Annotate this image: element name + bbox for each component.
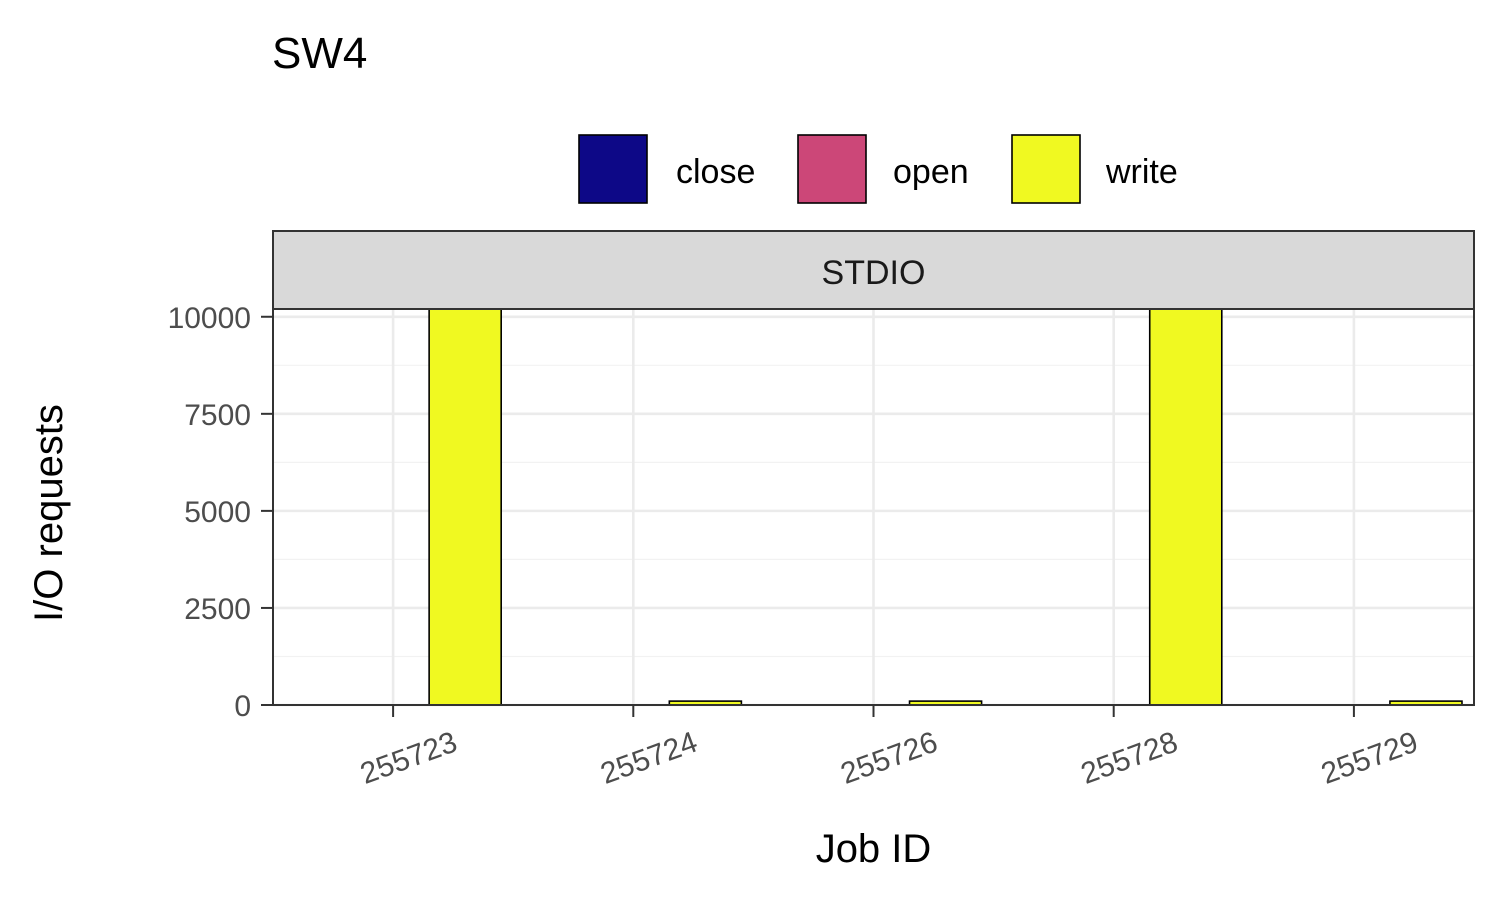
y-tick-label: 5000 (184, 496, 251, 529)
plot-bars (428, 308, 1463, 706)
bar-write-255723 (428, 308, 502, 706)
legend-label-open: open (893, 153, 969, 191)
legend-key-close (578, 134, 648, 204)
x-tick-label: 255728 (1077, 726, 1182, 791)
legend-label-close: close (676, 153, 755, 191)
x-axis-label: Job ID (816, 827, 932, 871)
facet-label: STDIO (822, 254, 926, 292)
legend-key-write (1011, 134, 1081, 204)
x-tick-label: 255724 (596, 726, 701, 791)
x-tick-label: 255723 (356, 726, 461, 791)
y-tick-label: 2500 (184, 593, 251, 626)
y-tick-label: 10000 (168, 302, 251, 335)
y-tick-label: 0 (234, 690, 251, 723)
y-axis: 0 2500 5000 7500 10000 (168, 302, 273, 723)
legend: close open write (578, 134, 1178, 204)
y-axis-label: I/O requests (27, 404, 71, 622)
facet-strip (272, 230, 1475, 310)
x-tick-label: 255726 (837, 726, 942, 791)
chart-title: SW4 (272, 29, 367, 78)
x-tick-label: 255729 (1317, 726, 1422, 791)
legend-key-open (797, 134, 867, 204)
legend-label-write: write (1105, 153, 1178, 191)
y-tick-label: 7500 (184, 399, 251, 432)
x-axis: 255723 255724 255726 255728 255729 (356, 705, 1422, 791)
bar-write-255728 (1148, 308, 1223, 706)
